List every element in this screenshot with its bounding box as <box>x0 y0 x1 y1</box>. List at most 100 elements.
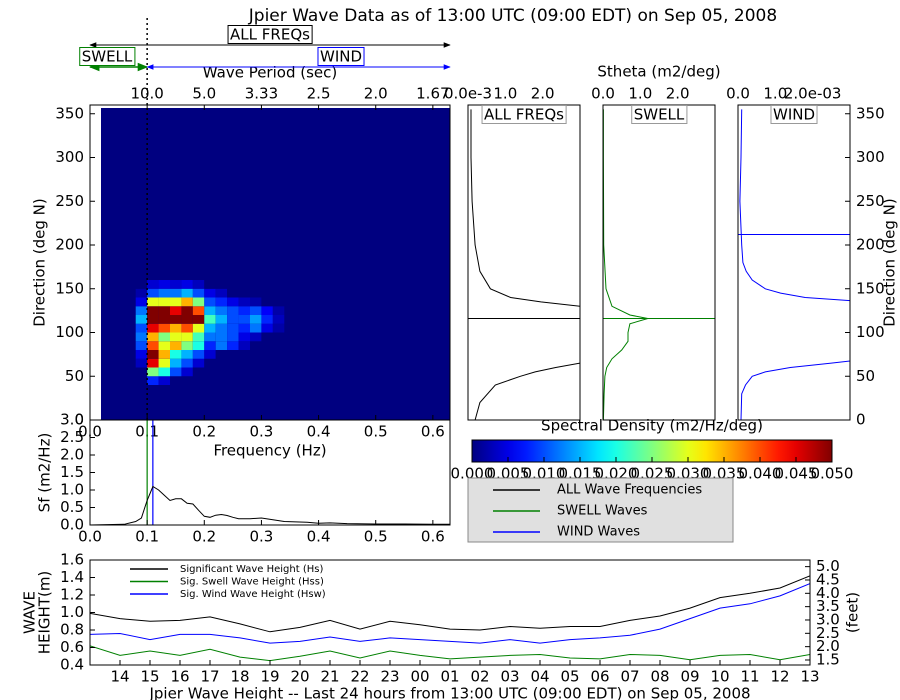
y2-axis-label: (feet) <box>844 592 862 633</box>
chart-title: Jpier Wave Data as of 13:00 UTC (09:00 E… <box>248 6 777 26</box>
heatmap-cell <box>215 288 228 298</box>
heatmap-cell <box>170 341 182 350</box>
y-tick-label: 2.0 <box>816 637 840 655</box>
y-tick-label: 300 <box>55 148 84 166</box>
x-tick-label: 5.0 <box>192 85 216 103</box>
x-tick-label: 03 <box>500 668 519 686</box>
heatmap-cell <box>272 288 285 298</box>
heatmap-cell <box>250 280 262 289</box>
heatmap-cell <box>170 280 182 289</box>
heatmap-cell <box>261 332 273 342</box>
heatmap-cell <box>158 288 170 298</box>
y-axis-label: WAVE <box>21 591 39 634</box>
y-tick-label: 0.0 <box>60 516 84 534</box>
heatmap-cell <box>272 306 285 315</box>
heatmap-cell <box>238 376 250 385</box>
heatmap-cell <box>215 341 228 350</box>
x-tick-label: 06 <box>590 668 609 686</box>
axes-frame <box>737 104 851 421</box>
x-tick-label: 0.2 <box>192 528 216 546</box>
y-tick-label: 3.0 <box>60 411 84 429</box>
y-tick-label: 2.5 <box>60 428 84 446</box>
heatmap-cell <box>147 332 159 342</box>
x-tick-label: 05 <box>560 668 579 686</box>
x-tick-label: 09 <box>680 668 699 686</box>
heatmap-cell <box>272 350 285 359</box>
heatmap-cell <box>170 358 182 368</box>
profile-line <box>739 109 850 420</box>
x-tick-label: 0.1 <box>135 528 159 546</box>
heatmap-cell <box>204 367 216 377</box>
heatmap-cell <box>261 288 273 298</box>
heatmap-cell <box>227 358 239 368</box>
y-tick-label: 1.2 <box>60 586 84 604</box>
y-tick-label: 50 <box>65 367 84 385</box>
x-tick-label: 17 <box>200 668 219 686</box>
heatmap-cell <box>147 315 159 324</box>
x-axis-label: Frequency (Hz) <box>213 442 326 460</box>
x2-axis-label: Wave Period (sec) <box>203 64 337 82</box>
heatmap-cell <box>181 367 193 377</box>
heatmap-cell <box>227 315 239 324</box>
y-tick-label: 1.5 <box>816 650 840 668</box>
label-box <box>227 25 313 44</box>
heatmap-cell <box>250 297 262 307</box>
heatmap-cell <box>204 350 216 359</box>
heatmap-cell <box>261 341 273 350</box>
x-tick-label: 0.5 <box>364 423 388 441</box>
x-tick-label: 0.0 <box>726 85 750 103</box>
x-tick-label: 08 <box>650 668 669 686</box>
heatmap-cell <box>135 376 148 385</box>
y-tick-label: 0.8 <box>60 621 84 639</box>
heatmap-cell <box>192 350 205 359</box>
heatmap-cell <box>158 323 170 333</box>
label-box <box>770 105 818 124</box>
swell-band-label: SWELL <box>82 48 133 66</box>
heatmap-cell <box>158 306 170 315</box>
panel-title: WIND <box>773 106 815 124</box>
x-tick-label: 0.040 <box>739 465 782 483</box>
y-axis-label: HEIGHT(m) <box>36 571 54 655</box>
heatmap-cell <box>204 288 216 298</box>
heatmap-cell <box>238 358 250 368</box>
heatmap-cell <box>135 315 148 324</box>
heatmap-cell <box>192 341 205 350</box>
legend-label: SWELL Waves <box>557 504 648 519</box>
heatmap-cell <box>204 323 216 333</box>
heatmap-cell <box>181 297 193 307</box>
heatmap-cell <box>147 376 159 385</box>
y-tick-label: 150 <box>55 279 84 297</box>
x-tick-label: 0.3 <box>249 423 273 441</box>
series-line <box>90 575 810 633</box>
heatmap-cell <box>227 280 239 289</box>
legend-label: Sig. Swell Wave Height (Hss) <box>180 577 324 588</box>
y-tick-label: 4.5 <box>816 570 840 588</box>
y-tick-label: 1.6 <box>60 551 84 569</box>
x-tick-label: 15 <box>140 668 159 686</box>
series-line <box>90 485 450 525</box>
x-tick-label: 3.33 <box>245 85 278 103</box>
heatmap-cell <box>261 280 273 289</box>
legend-label: Significant Wave Height (Hs) <box>180 564 323 575</box>
heatmap-cell <box>215 315 228 324</box>
heatmap-cell <box>227 367 239 377</box>
heatmap-cell <box>272 323 285 333</box>
x-axis-label: Jpier Wave Height -- Last 24 hours from … <box>148 685 750 700</box>
heatmap-cell <box>215 350 228 359</box>
heatmap-cell <box>147 297 159 307</box>
x-tick-label: 0.050 <box>811 465 854 483</box>
y-tick-label: 1.5 <box>60 463 84 481</box>
heatmap-cell <box>135 332 148 342</box>
x-tick-label: 2.0 <box>531 85 555 103</box>
heatmap-cell <box>181 280 193 289</box>
heatmap-cell <box>192 280 205 289</box>
y-tick-label: 0.4 <box>60 656 84 674</box>
heatmap-cell <box>215 306 228 315</box>
y-axis-label: Sf (m2/Hz) <box>36 433 54 513</box>
heatmap-cell <box>204 341 216 350</box>
heatmap-cell <box>192 367 205 377</box>
heatmap-cell <box>192 288 205 298</box>
axes-frame <box>467 104 581 421</box>
x-tick-label: 12 <box>770 668 789 686</box>
